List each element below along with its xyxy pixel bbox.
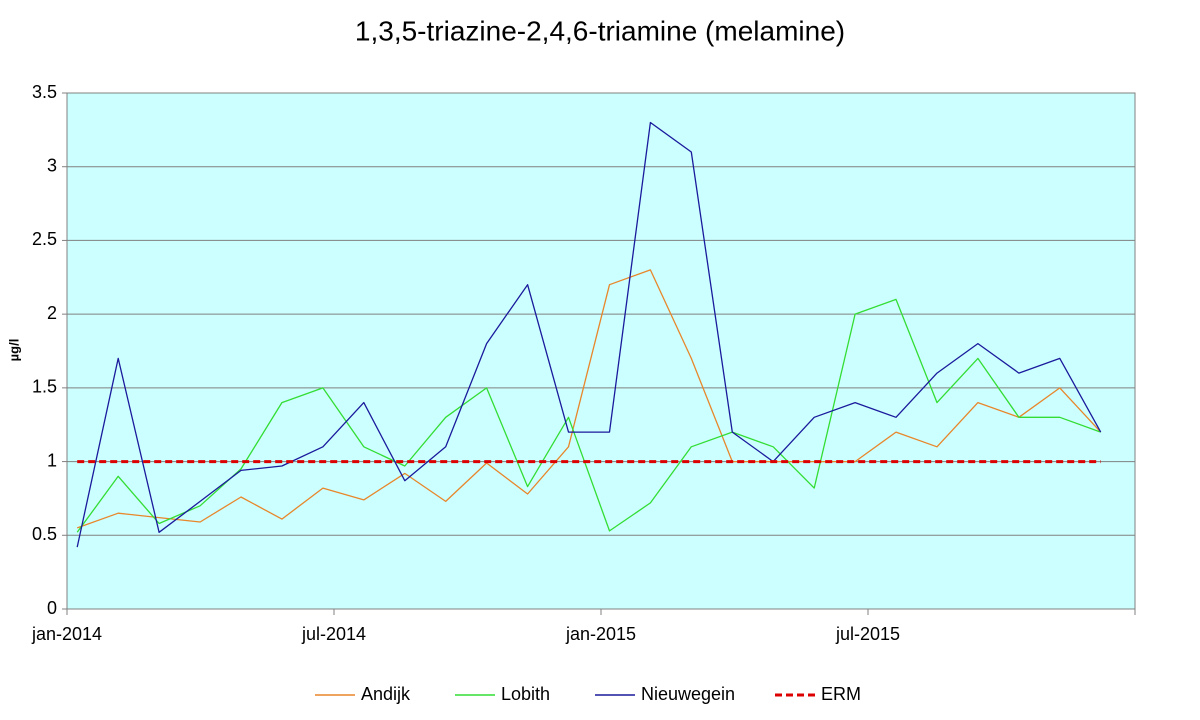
y-tick-label: 3.5 xyxy=(32,82,57,102)
y-tick-label: 0 xyxy=(47,598,57,618)
x-tick-label: jan-2014 xyxy=(31,624,102,644)
x-tick-label: jan-2015 xyxy=(565,624,636,644)
x-tick-label: jul-2014 xyxy=(301,624,366,644)
y-tick-label: 0.5 xyxy=(32,524,57,544)
legend-label: Andijk xyxy=(361,684,411,704)
legend-label: Nieuwegein xyxy=(641,684,735,704)
series-line xyxy=(76,121,1102,548)
y-tick-label: 1 xyxy=(47,450,57,470)
chart-title: 1,3,5-triazine-2,4,6-triamine (melamine) xyxy=(355,15,845,46)
series-line xyxy=(76,269,1102,529)
plot-area xyxy=(66,92,1136,610)
y-axis-label: µg/l xyxy=(6,339,21,362)
y-tick-label: 3 xyxy=(47,155,57,175)
y-tick-label: 2 xyxy=(47,303,57,323)
legend-label: Lobith xyxy=(501,684,550,704)
y-tick-label: 1.5 xyxy=(32,377,57,397)
legend-label: ERM xyxy=(821,684,861,704)
series-line xyxy=(76,298,1101,533)
y-tick-label: 2.5 xyxy=(32,229,57,249)
x-tick-label: jul-2015 xyxy=(835,624,900,644)
